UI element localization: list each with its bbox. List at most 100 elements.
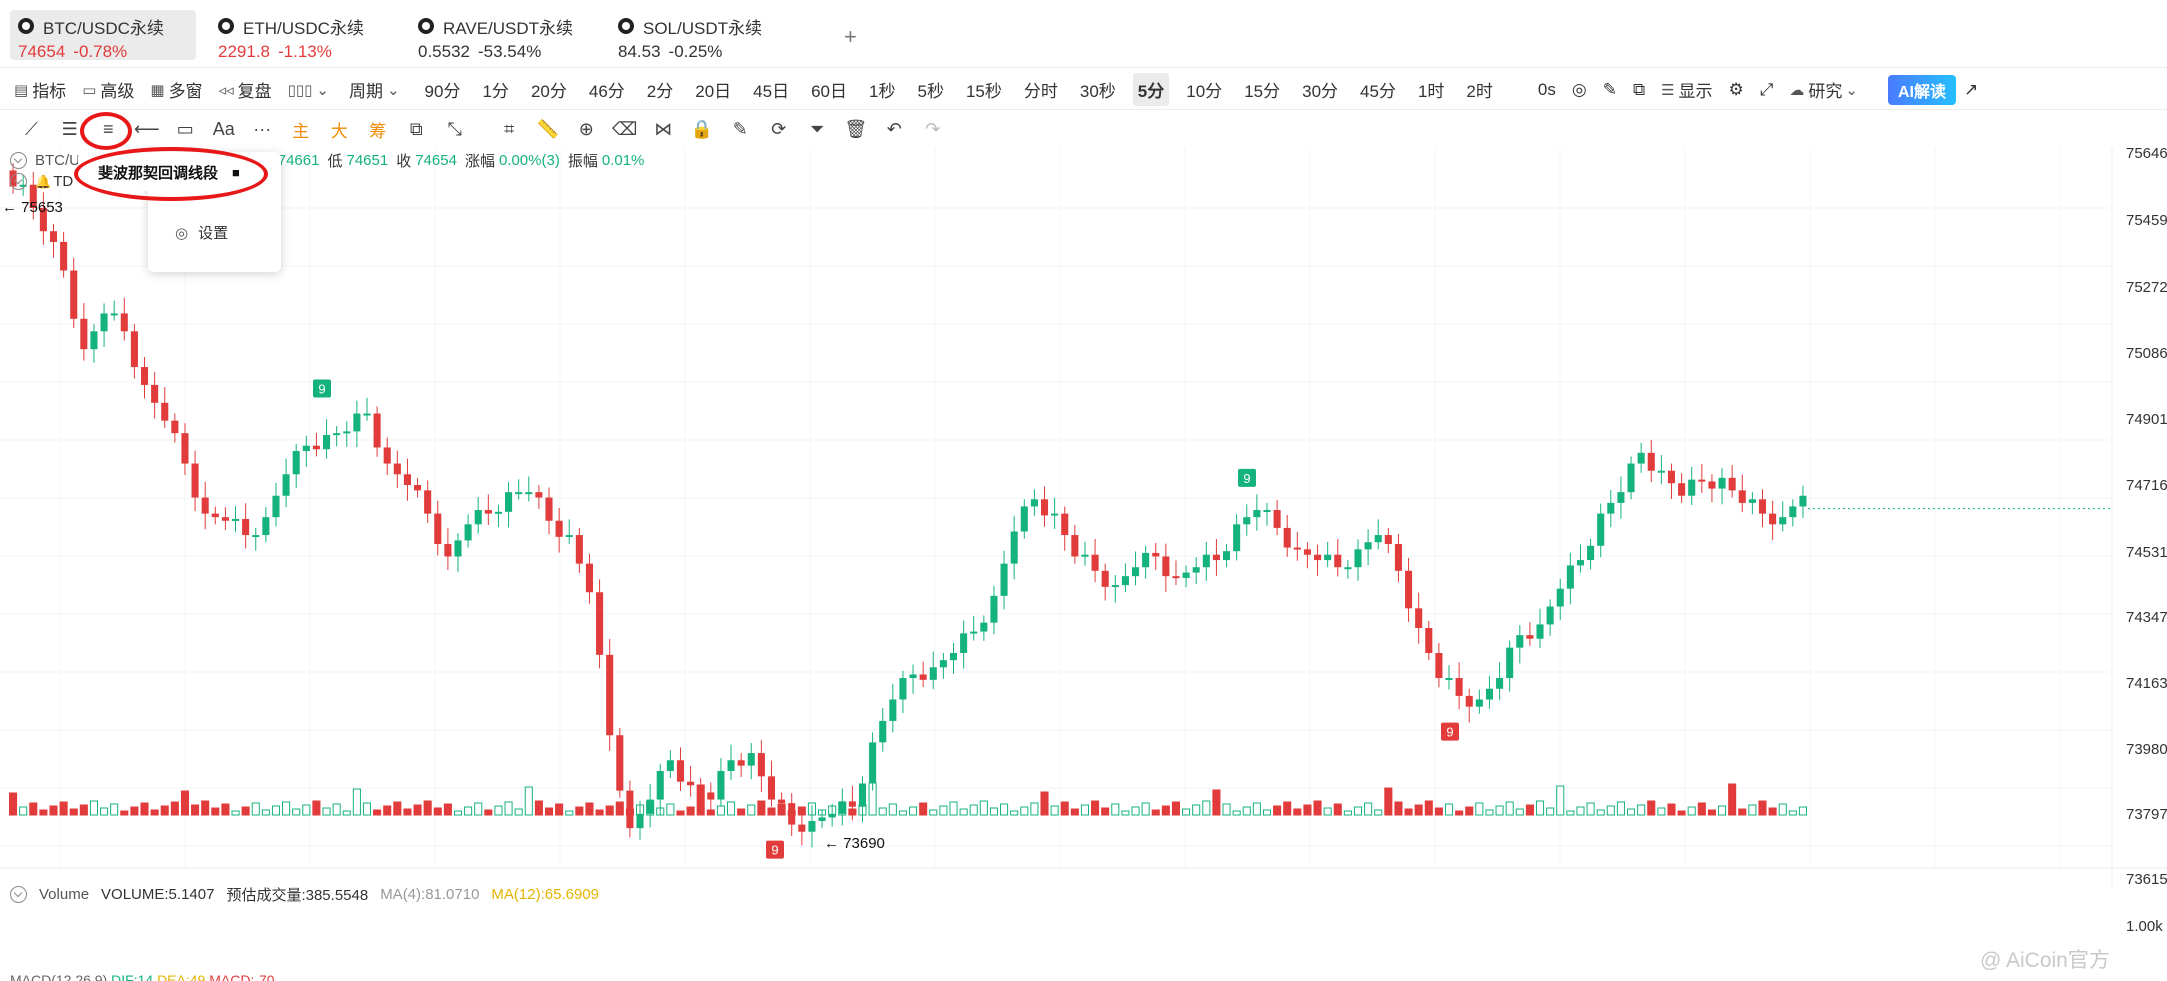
more-tools-icon[interactable]: ··· — [253, 118, 272, 139]
volume-bar — [29, 802, 38, 816]
period-option[interactable]: 2时 — [1466, 82, 1493, 101]
trend-icon[interactable]: ↗ — [1964, 79, 1979, 99]
measure-icon[interactable]: ⤡ — [447, 118, 462, 139]
eraser-icon[interactable]: ⌫ — [612, 118, 638, 139]
period-option[interactable]: 45日 — [753, 82, 790, 101]
collapse-icon[interactable] — [10, 886, 27, 903]
candle-body — [484, 510, 492, 514]
edit-icon[interactable]: ✎ — [732, 118, 748, 139]
layers-icon[interactable]: ⧉ — [409, 118, 423, 139]
fibonacci-tool-icon[interactable]: ≡ — [102, 118, 114, 139]
chip-toggle[interactable]: 筹 — [369, 121, 387, 141]
period-option[interactable]: 20分 — [530, 82, 567, 101]
candle-body — [1455, 678, 1463, 696]
lock-icon[interactable]: 🔒 — [690, 118, 713, 139]
tab-rave-usdt[interactable]: RAVE/USDT永续 0.5532 -53.54% — [410, 10, 596, 61]
period-option[interactable]: 46分 — [588, 82, 625, 101]
period-dropdown[interactable]: 周期 ⌄ — [349, 77, 404, 102]
candlestick-chart[interactable]: 9 9 9 9 — [0, 148, 2167, 888]
candle-body — [1354, 549, 1362, 568]
camera-icon[interactable]: ◎ — [1571, 79, 1587, 99]
trendline-tool-icon[interactable]: ⟋ — [24, 118, 38, 139]
tab-sol-usdt[interactable]: SOL/USDT永续 84.53 -0.25% — [610, 10, 796, 61]
close-circle-icon[interactable] — [618, 18, 634, 34]
add-tab-button[interactable]: + — [844, 24, 857, 49]
close-circle-icon[interactable] — [418, 18, 434, 34]
dropdown-settings-item[interactable]: ◎ 设置 — [175, 222, 228, 243]
period-option[interactable]: 45分 — [1360, 82, 1396, 101]
period-option[interactable]: 5分 — [1132, 73, 1170, 106]
volume-bar — [524, 786, 533, 816]
multi-window-button[interactable]: ▦ 多窗 — [150, 77, 202, 102]
zoom-in-icon[interactable]: ⊕ — [578, 118, 594, 139]
candle-body — [171, 420, 179, 434]
period-option[interactable]: 1时 — [1417, 82, 1445, 101]
crop-icon[interactable]: ⌗ — [504, 118, 515, 139]
settings-gear-icon[interactable]: ⚙ — [1728, 79, 1744, 99]
research-button[interactable]: ☁ 研究 ⌄ — [1789, 77, 1862, 102]
indicator-button[interactable]: ▤ 指标 — [14, 77, 66, 102]
collapse-icon[interactable] — [10, 152, 27, 169]
candle-body — [1445, 678, 1453, 681]
chart-type-button[interactable]: ▯▯▯ ⌄ — [288, 81, 333, 99]
tab-eth-usdc[interactable]: ETH/USDC永续 2291.8 -1.13% — [210, 10, 396, 61]
replay-button[interactable]: ◃◃ 复盘 — [219, 77, 272, 102]
fullscreen-icon[interactable]: ⤢ — [1759, 79, 1774, 99]
candle-body — [120, 313, 128, 332]
period-option[interactable]: 5秒 — [917, 82, 944, 101]
period-option[interactable]: 60日 — [811, 82, 848, 101]
arrow-tool-icon[interactable]: ⟵ — [133, 118, 160, 139]
candle-body — [515, 492, 523, 495]
text-tool-icon[interactable]: Aa — [212, 118, 235, 139]
period-option[interactable]: 2分 — [646, 82, 674, 101]
candle-body — [545, 497, 553, 521]
fibonacci-retracement-item[interactable]: 斐波那契回调线段 ■ — [78, 153, 268, 191]
volume-bar — [767, 807, 776, 816]
bookmark-icon[interactable]: ■ — [232, 164, 240, 180]
volume-bar — [261, 809, 270, 816]
period-option[interactable]: 30秒 — [1079, 82, 1116, 101]
undo-icon[interactable]: ↶ — [886, 118, 902, 139]
volume-bar — [1556, 785, 1565, 816]
volume-bar — [100, 807, 109, 816]
big-order-toggle[interactable]: 大 — [330, 121, 348, 141]
period-option[interactable]: 1秒 — [869, 82, 896, 101]
candle-body — [1000, 563, 1008, 596]
volume-bar — [807, 802, 816, 816]
volume-bar — [797, 806, 806, 816]
magnet-icon[interactable]: ⋈ — [654, 118, 673, 139]
filter-icon[interactable]: ⏷ — [810, 118, 825, 139]
candle-body — [1384, 535, 1392, 544]
volume-bar — [1091, 800, 1100, 816]
period-option[interactable]: 30分 — [1302, 82, 1339, 101]
period-option[interactable]: 15分 — [1244, 82, 1281, 101]
candle-body — [201, 497, 209, 514]
ruler-icon[interactable]: 📏 — [536, 118, 559, 139]
ai-analysis-button[interactable]: AI解读 — [1887, 74, 1956, 105]
pen-icon[interactable]: ✎ — [1602, 79, 1617, 99]
advanced-button[interactable]: ▭ 高级 — [82, 77, 134, 102]
volume-bar — [79, 804, 88, 816]
period-option[interactable]: 1分 — [482, 82, 509, 101]
tab-change: -1.13% — [278, 42, 332, 61]
link-icon[interactable]: ⧉ — [1632, 79, 1646, 99]
trash-icon[interactable]: 🗑 — [844, 118, 868, 139]
symbol-label: BTC/U — [35, 152, 80, 169]
indicator-label: 指标 — [32, 82, 67, 101]
period-option[interactable]: 20日 — [695, 82, 732, 101]
main-indicator-toggle[interactable]: 主 — [292, 121, 310, 141]
display-button[interactable]: ☰ 显示 — [1661, 77, 1712, 102]
volume-bar — [848, 808, 857, 816]
redo-icon[interactable]: ↷ — [925, 118, 941, 139]
period-option[interactable]: 15秒 — [965, 82, 1002, 101]
period-option[interactable]: 10分 — [1186, 82, 1223, 101]
sync-icon[interactable]: ⟳ — [771, 118, 787, 139]
parallel-lines-tool-icon[interactable]: ☰ — [61, 118, 78, 139]
volume-legend: Volume VOLUME:5.1407 预估成交量:385.5548 MA(4… — [10, 884, 611, 905]
td-marker-text: 9 — [318, 381, 325, 396]
tab-btc-usdc[interactable]: BTC/USDC永续 74654 -0.78% — [10, 10, 196, 61]
period-option[interactable]: 90分 — [424, 82, 461, 101]
period-option[interactable]: 分时 — [1023, 82, 1058, 101]
collapse-icon[interactable] — [10, 173, 27, 190]
rectangle-tool-icon[interactable]: ▭ — [176, 118, 194, 139]
